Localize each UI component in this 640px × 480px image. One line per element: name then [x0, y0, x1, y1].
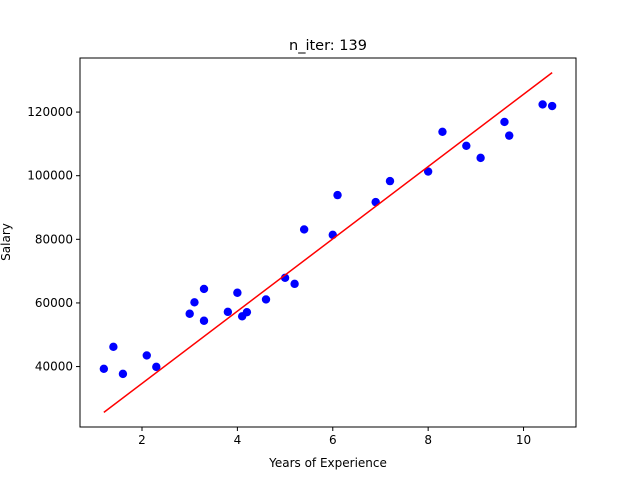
data-point [385, 176, 395, 186]
data-point [185, 309, 194, 318]
data-point [547, 101, 557, 111]
data-point [199, 284, 209, 294]
chart-title: n_iter: 139 [289, 38, 367, 54]
data-point [99, 364, 109, 373]
x-tick-label: 4 [234, 433, 242, 447]
plot-area [99, 72, 557, 413]
data-point [462, 141, 471, 150]
x-tick-label: 10 [516, 433, 531, 447]
y-tick-label: 120000 [27, 105, 73, 119]
data-point [152, 362, 161, 372]
data-point [333, 190, 342, 200]
data-point [261, 295, 271, 304]
y-tick-label: 100000 [27, 169, 73, 183]
y-tick-label: 80000 [35, 232, 73, 246]
data-point [290, 279, 299, 289]
x-tick-label: 6 [329, 433, 337, 447]
x-tick-label: 2 [138, 433, 146, 447]
data-point [109, 342, 118, 352]
regression-line [103, 72, 553, 413]
x-axis-label: Years of Experience [268, 456, 387, 470]
y-tick-label: 60000 [35, 296, 73, 310]
data-point [438, 127, 447, 136]
data-point [242, 307, 252, 317]
data-point [423, 167, 433, 176]
y-tick-label: 40000 [35, 360, 73, 374]
data-point [299, 225, 309, 234]
axes-frame [79, 57, 577, 428]
data-point [476, 153, 485, 163]
y-axis-label: Salary [0, 223, 13, 261]
data-point [500, 117, 509, 127]
data-point [328, 230, 337, 240]
data-point [233, 288, 242, 297]
data-point [223, 307, 233, 317]
data-point [190, 298, 199, 307]
data-point [538, 100, 547, 109]
data-point [199, 316, 209, 325]
axis-ticks: 2 4 6 8 10 40000 60000 80000 100000 120000 [27, 105, 531, 447]
data-point [142, 351, 151, 360]
data-point [505, 131, 514, 140]
x-tick-label: 8 [424, 433, 432, 447]
data-point [118, 369, 128, 379]
